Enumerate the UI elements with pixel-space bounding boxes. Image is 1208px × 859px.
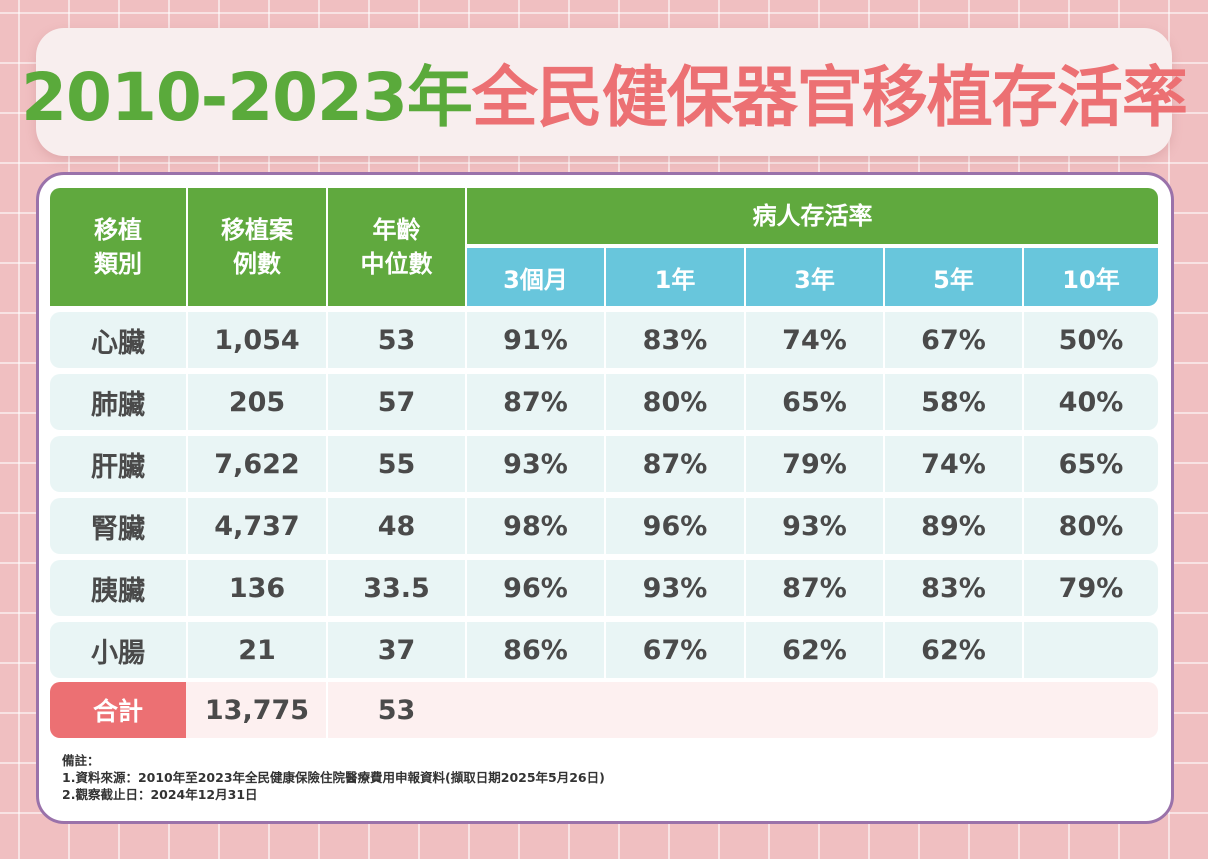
survival-rate: 65%: [782, 386, 847, 418]
case-count: 205: [228, 386, 286, 418]
column-divider: [604, 312, 606, 678]
survival-rate: 62%: [782, 634, 847, 666]
title-banner: 2010-2023年 全民健保器官移植存活率: [21, 28, 1188, 156]
survival-rate: 74%: [921, 448, 986, 480]
survival-rate: 93%: [503, 448, 568, 480]
survival-rate: 86%: [503, 634, 568, 666]
column-divider: [186, 312, 188, 678]
column-divider: [1022, 312, 1024, 678]
column-divider: [326, 312, 328, 678]
survival-rate: [1024, 622, 1158, 678]
survival-rate: 67%: [921, 324, 986, 356]
notes-heading: 備註：: [62, 753, 100, 768]
median-age: 53: [377, 324, 416, 356]
case-count: 136: [228, 572, 286, 604]
survival-rate: 74%: [782, 324, 847, 356]
note-cutoff: 2.觀察截止日：2024年12月31日: [62, 787, 258, 802]
column-divider: [465, 312, 467, 678]
header-period-0: 3個月: [467, 248, 604, 306]
organ-label: 腎臟: [91, 513, 145, 545]
header-period-1: 1年: [606, 248, 744, 306]
total-label: 合計: [50, 682, 186, 738]
survival-rate: 67%: [642, 634, 708, 666]
total-age: 53: [377, 694, 416, 726]
header-period-3: 5年: [885, 248, 1022, 306]
note-source: 1.資料來源：2010年至2023年全民健康保險住院醫療費用申報資料(擷取日期2…: [62, 770, 605, 785]
survival-rate: 65%: [1058, 448, 1124, 480]
notes: 備註： 1.資料來源：2010年至2023年全民健康保險住院醫療費用申報資料(擷…: [62, 752, 605, 803]
survival-rate: 96%: [642, 510, 708, 542]
median-age: 37: [377, 634, 416, 666]
survival-rate: 87%: [503, 386, 568, 418]
median-age: 33.5: [363, 572, 430, 604]
total-row: [50, 682, 1158, 738]
survival-rate: 58%: [921, 386, 986, 418]
median-age: 57: [377, 386, 416, 418]
survival-rate: 91%: [503, 324, 568, 356]
survival-rate: 98%: [503, 510, 568, 542]
survival-rate: 93%: [782, 510, 847, 542]
header-period-2: 3年: [746, 248, 883, 306]
median-age: 48: [377, 510, 416, 542]
column-divider: [744, 312, 746, 678]
column-divider: [883, 312, 885, 678]
survival-rate: 50%: [1058, 324, 1124, 356]
case-count: 7,622: [214, 448, 300, 480]
survival-rate: 87%: [782, 572, 847, 604]
survival-rate: 83%: [642, 324, 708, 356]
survival-rate: 83%: [921, 572, 986, 604]
organ-label: 肺臟: [91, 389, 145, 421]
header-survival: 病人存活率: [467, 188, 1158, 244]
organ-label: 胰臟: [91, 575, 145, 607]
organ-label: 心臟: [91, 327, 145, 359]
survival-rate: 93%: [642, 572, 708, 604]
column-divider: [326, 682, 328, 738]
survival-rate: 79%: [1058, 572, 1124, 604]
header-type: 移植 類別: [50, 188, 186, 306]
survival-rate: 87%: [642, 448, 708, 480]
header-cases: 移植案 例數: [188, 188, 326, 306]
header-age: 年齡 中位數: [328, 188, 465, 306]
title-main: 全民健保器官移植存活率: [471, 59, 1188, 136]
total-cases: 13,775: [204, 694, 310, 726]
case-count: 1,054: [214, 324, 300, 356]
organ-label: 小腸: [91, 637, 145, 669]
header-period-4: 10年: [1024, 248, 1158, 306]
organ-label: 肝臟: [91, 451, 145, 483]
survival-rate: 96%: [503, 572, 568, 604]
median-age: 55: [377, 448, 416, 480]
survival-rate: 40%: [1058, 386, 1124, 418]
title-years: 2010-2023年: [21, 59, 473, 136]
survival-rate: 79%: [782, 448, 847, 480]
case-count: 21: [238, 634, 276, 666]
case-count: 4,737: [214, 510, 300, 542]
survival-rate: 62%: [921, 634, 986, 666]
survival-rate: 89%: [921, 510, 986, 542]
survival-rate: 80%: [1058, 510, 1124, 542]
survival-rate: 80%: [642, 386, 708, 418]
